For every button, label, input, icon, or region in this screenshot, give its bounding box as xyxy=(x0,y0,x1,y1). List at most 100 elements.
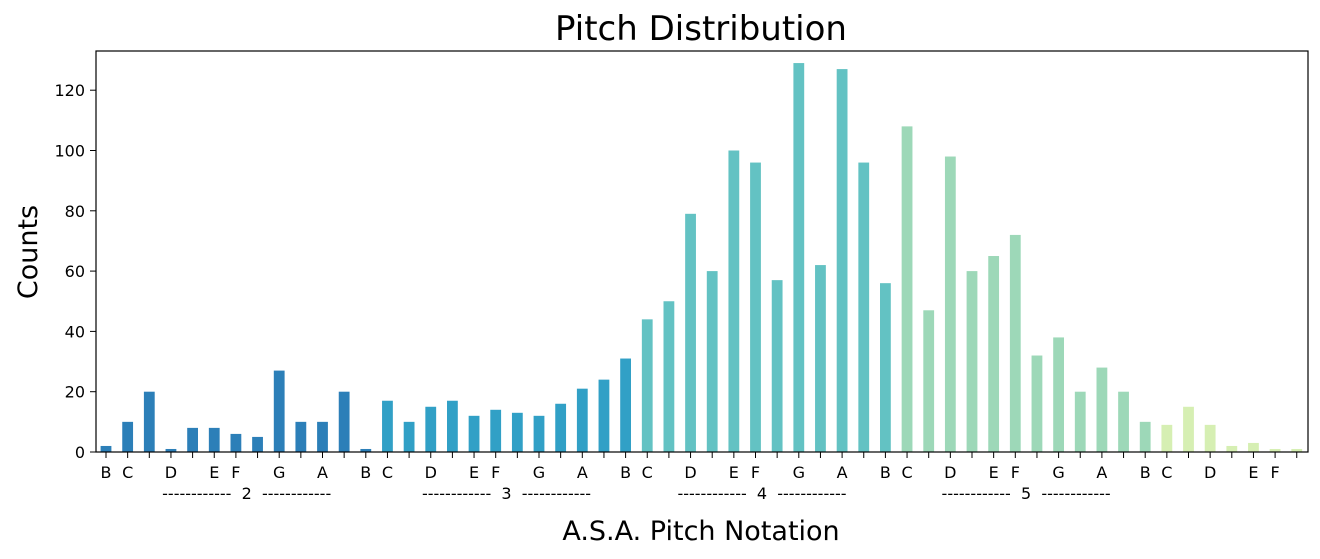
bar-E5 xyxy=(988,256,1000,452)
x-tick-label: D xyxy=(1204,463,1216,482)
bar-Dsharp6 xyxy=(1226,445,1238,452)
bar-Csharp6 xyxy=(1183,406,1194,452)
chart-title: Pitch Distribution xyxy=(555,9,847,49)
x-tick-label: E xyxy=(989,463,999,482)
x-tick-label: D xyxy=(944,463,956,482)
bar-B1 xyxy=(100,445,112,452)
x-tick-label: E xyxy=(209,463,219,482)
bar-A3 xyxy=(576,388,588,452)
bar-F4 xyxy=(750,162,761,452)
octave-label: ------------ 4 ------------ xyxy=(677,484,846,503)
bar-Fsharp5 xyxy=(1031,355,1043,452)
bar-F2 xyxy=(230,433,242,452)
y-tick-label: 100 xyxy=(54,141,85,160)
x-tick-label: D xyxy=(684,463,696,482)
octave-labels: ------------ 2 ------------ ------------ … xyxy=(162,484,1110,503)
x-axis-label: A.S.A. Pitch Notation xyxy=(562,516,839,547)
x-tick-label: C xyxy=(642,463,653,482)
x-tick-label: B xyxy=(360,463,371,482)
bar-G2 xyxy=(273,370,285,452)
bar-Asharp2 xyxy=(338,391,350,452)
x-tick-label: C xyxy=(122,463,133,482)
bar-E4 xyxy=(728,150,740,452)
bar-Gsharp4 xyxy=(815,265,826,452)
bar-G5 xyxy=(1053,337,1064,452)
x-tick-label: F xyxy=(1270,463,1279,482)
y-tick-label: 60 xyxy=(65,262,85,281)
x-tick-label: E xyxy=(729,463,739,482)
bar-Fsharp4 xyxy=(771,280,783,452)
octave-label: ------------ 5 ------------ xyxy=(942,484,1111,503)
bar-A4 xyxy=(836,69,848,452)
bar-Dsharp4 xyxy=(706,271,718,452)
x-tick-label: B xyxy=(1140,463,1151,482)
x-tick-label: B xyxy=(620,463,631,482)
x-tick-label: C xyxy=(901,463,912,482)
bar-Csharp3 xyxy=(403,421,415,452)
x-tick-label: F xyxy=(1011,463,1020,482)
bar-C4 xyxy=(641,319,653,452)
bar-Fsharp3 xyxy=(511,412,523,452)
bar-F6 xyxy=(1269,448,1281,452)
bar-Csharp4 xyxy=(663,301,675,452)
bar-D3 xyxy=(425,406,437,452)
x-tick-label: G xyxy=(1052,463,1064,482)
bar-A2 xyxy=(317,421,328,452)
bar-Gsharp5 xyxy=(1074,391,1086,452)
bar-C3 xyxy=(382,400,393,452)
bar-Csharp2 xyxy=(143,391,155,452)
y-tick-label: 40 xyxy=(65,322,85,341)
bar-G3 xyxy=(533,415,545,452)
bar-B2 xyxy=(360,448,372,452)
bar-D5 xyxy=(944,156,956,452)
octave-label: ------------ 3 ------------ xyxy=(422,484,591,503)
y-tick-label: 80 xyxy=(65,202,85,221)
x-tick-label: F xyxy=(231,463,240,482)
x-tick-label: A xyxy=(577,463,588,482)
bar-A5 xyxy=(1096,367,1108,452)
x-tick-label: B xyxy=(880,463,891,482)
bar-B5 xyxy=(1139,421,1151,452)
bar-E6 xyxy=(1248,442,1259,452)
x-tick-label: F xyxy=(751,463,760,482)
bar-C6 xyxy=(1161,424,1173,452)
y-axis: 0 20 40 60 80 100 120 xyxy=(54,81,96,462)
y-tick-label: 0 xyxy=(75,443,85,462)
bar-Fsharp6 xyxy=(1291,448,1303,452)
bar-F3 xyxy=(490,409,502,452)
bar-Gsharp2 xyxy=(295,421,307,452)
bar-Fsharp2 xyxy=(252,436,263,452)
x-tick-label: A xyxy=(1096,463,1107,482)
bar-Asharp4 xyxy=(858,162,870,452)
x-tick-label: E xyxy=(469,463,479,482)
y-axis-label: Counts xyxy=(13,205,44,299)
bar-Gsharp3 xyxy=(555,403,567,452)
bar-E2 xyxy=(208,427,220,452)
x-tick-label: C xyxy=(382,463,393,482)
bar-Dsharp3 xyxy=(447,400,458,452)
y-tick-label: 120 xyxy=(54,81,85,100)
x-tick-label: D xyxy=(425,463,437,482)
bar-E3 xyxy=(468,415,480,452)
bar-Asharp5 xyxy=(1118,391,1129,452)
octave-label: ------------ 2 ------------ xyxy=(162,484,331,503)
x-tick-label: F xyxy=(491,463,500,482)
bar-D2 xyxy=(165,448,177,452)
x-tick-label: G xyxy=(793,463,805,482)
bar-D4 xyxy=(685,213,696,452)
x-tick-label: A xyxy=(317,463,328,482)
plot-frame xyxy=(95,50,1309,453)
x-tick-label: G xyxy=(273,463,285,482)
x-tick-label: G xyxy=(533,463,545,482)
bar-B4 xyxy=(880,283,891,452)
bar-G4 xyxy=(793,63,805,453)
bar-B3 xyxy=(620,358,631,452)
bar-C2 xyxy=(122,421,134,452)
bar-F5 xyxy=(1009,234,1021,452)
bar-Dsharp5 xyxy=(966,271,978,452)
y-tick-label: 20 xyxy=(65,383,85,402)
bar-Asharp3 xyxy=(598,379,610,452)
x-tick-label: E xyxy=(1248,463,1258,482)
